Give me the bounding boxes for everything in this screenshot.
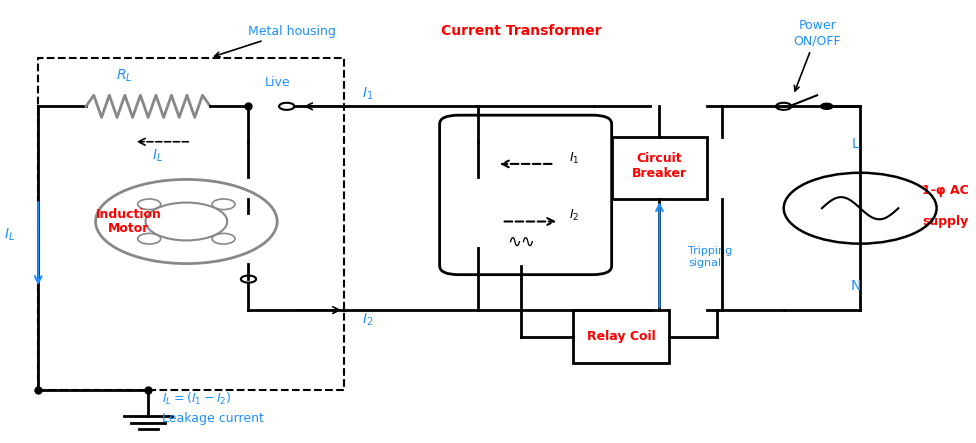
- Text: $I_2$: $I_2$: [569, 208, 579, 223]
- Text: $I_L=(I_1-I_2)$: $I_L=(I_1-I_2)$: [162, 391, 232, 407]
- Text: $I_1$: $I_1$: [362, 85, 374, 102]
- Text: Induction
Motor: Induction Motor: [96, 207, 162, 236]
- Text: N: N: [850, 279, 861, 293]
- Text: supply: supply: [922, 215, 968, 228]
- Text: $I_1$: $I_1$: [569, 151, 579, 166]
- Text: Circuit
Breaker: Circuit Breaker: [631, 152, 687, 180]
- Text: Leakage current: Leakage current: [162, 412, 264, 425]
- Text: $I_L$: $I_L$: [4, 226, 15, 243]
- Text: Live: Live: [264, 76, 290, 89]
- Text: $R_L$: $R_L$: [116, 68, 133, 84]
- Text: Tripping
signal: Tripping signal: [688, 246, 732, 268]
- Text: 1-φ AC: 1-φ AC: [922, 184, 969, 197]
- Text: Relay Coil: Relay Coil: [587, 330, 656, 343]
- Circle shape: [821, 104, 833, 109]
- Text: Power
ON/OFF: Power ON/OFF: [793, 19, 841, 91]
- Text: Metal housing: Metal housing: [215, 24, 337, 57]
- Text: ∿∿: ∿∿: [507, 233, 535, 250]
- Text: L: L: [851, 136, 859, 151]
- Text: Current Transformer: Current Transformer: [440, 24, 601, 38]
- Text: $I_L$: $I_L$: [152, 148, 163, 164]
- Text: $I_2$: $I_2$: [362, 311, 374, 328]
